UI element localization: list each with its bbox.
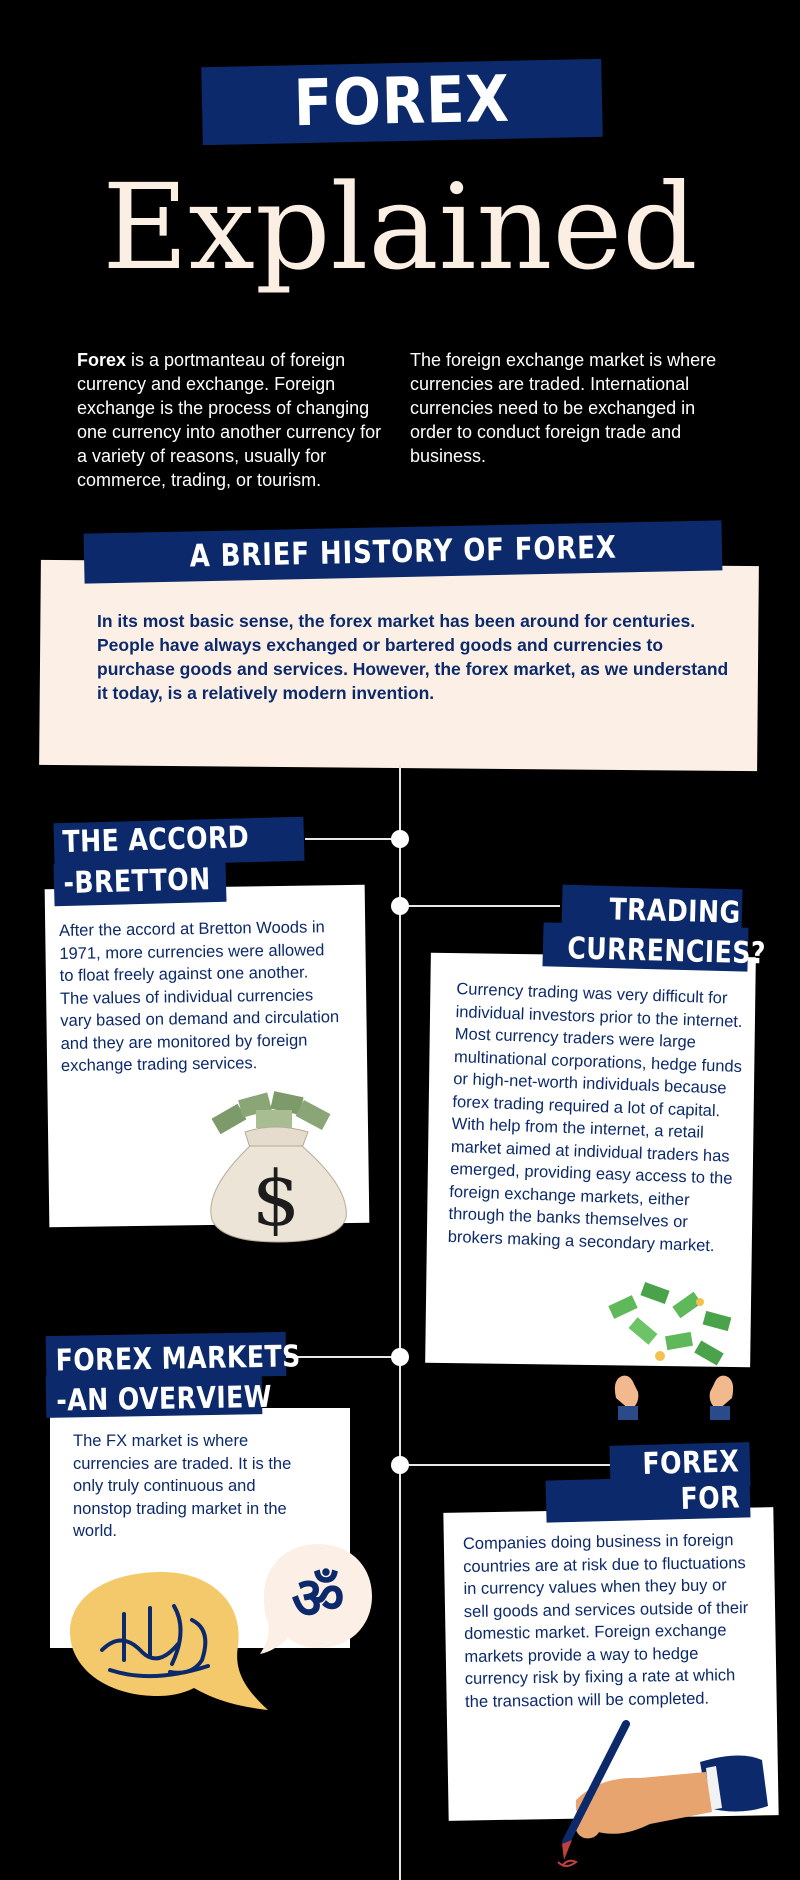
title-banner: FOREX: [201, 58, 603, 146]
arabic-calligraphy-bubble-icon: [62, 1560, 272, 1720]
intro-left-paragraph: Forex is a portmanteau of foreign curren…: [77, 348, 387, 492]
timeline-dot-trading: [391, 897, 409, 915]
money-hands-icon: [600, 1280, 750, 1430]
trading-title: TRADING CURRENCIES?: [529, 889, 766, 971]
intro-left-bold: Forex: [77, 350, 127, 370]
markets-title-line1: FOREX MARKETS: [55, 1339, 301, 1379]
accord-title-line1: THE ACCORD: [62, 820, 250, 861]
timeline-dot-accord: [391, 830, 409, 848]
timeline-dot-edging: [391, 1456, 409, 1474]
timeline-line: [399, 765, 401, 1880]
page-title: Explained: [102, 158, 698, 296]
timeline-dot-markets: [391, 1348, 409, 1366]
timeline-connector-markets: [285, 1356, 400, 1358]
history-text: In its most basic sense, the forex marke…: [97, 611, 729, 703]
timeline-connector-edging: [400, 1464, 615, 1466]
accord-title: THE ACCORD -BRETTON: [62, 818, 286, 902]
om-bubble-icon: ॐ: [258, 1538, 378, 1658]
title-banner-text: FOREX: [293, 62, 511, 142]
markets-text: The FX market is where currencies are tr…: [73, 1432, 292, 1540]
trading-title-line2: CURRENCIES?: [566, 931, 767, 972]
markets-title-line2: -AN OVERVIEW: [56, 1379, 273, 1419]
signing-hand-icon: [540, 1720, 770, 1870]
accord-title-line2: -BRETTON: [63, 862, 212, 901]
timeline-connector-trading: [400, 905, 560, 907]
intro-right-paragraph: The foreign exchange market is where cur…: [410, 350, 717, 466]
edging-title-line1: FOREX: [641, 1444, 740, 1482]
trading-text: Currency trading was very difficult for …: [447, 980, 743, 1255]
svg-text:$: $: [252, 1154, 300, 1243]
markets-title: FOREX MARKETS -AN OVERVIEW: [55, 1337, 348, 1419]
intro-left-text: is a portmanteau of foreign currency and…: [77, 350, 382, 490]
history-title: A BRIEF HISTORY OF FOREX: [189, 529, 617, 575]
timeline-connector-accord: [305, 838, 400, 840]
svg-text:ॐ: ॐ: [292, 1564, 345, 1632]
edging-text: Companies doing business in foreign coun…: [462, 1531, 749, 1711]
accord-text: After the accord at Bretton Woods in 197…: [58, 918, 340, 1075]
money-bag-icon: $: [190, 1080, 360, 1245]
trading-title-line1: TRADING: [608, 892, 741, 931]
